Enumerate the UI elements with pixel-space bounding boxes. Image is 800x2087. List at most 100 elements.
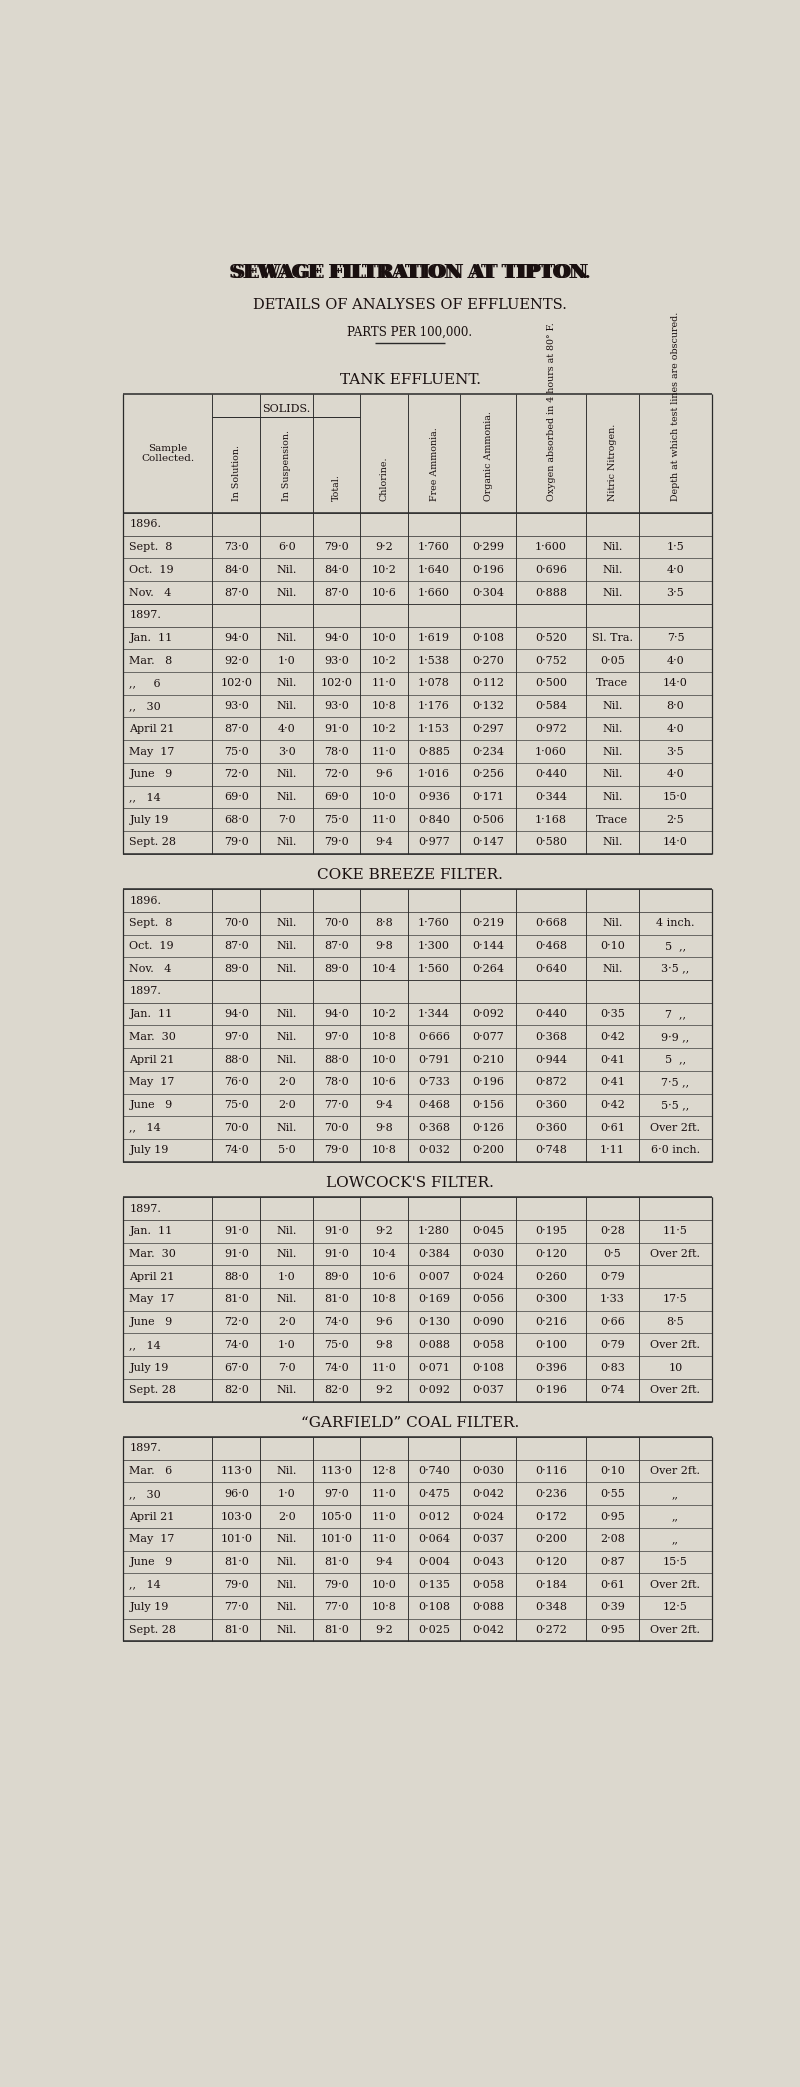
Text: 0·520: 0·520 [535, 632, 567, 643]
Text: April 21: April 21 [130, 724, 175, 735]
Text: 10·8: 10·8 [371, 1603, 396, 1613]
Text: July 19: July 19 [130, 1146, 169, 1156]
Text: 9·2: 9·2 [374, 543, 393, 553]
Text: 9·8: 9·8 [374, 1340, 393, 1350]
Text: 101·0: 101·0 [320, 1534, 352, 1544]
Text: Nil.: Nil. [277, 1534, 297, 1544]
Text: Nil.: Nil. [277, 1580, 297, 1590]
Text: 0·368: 0·368 [418, 1123, 450, 1133]
Text: Over 2ft.: Over 2ft. [650, 1465, 701, 1476]
Text: 0·79: 0·79 [600, 1271, 625, 1281]
Text: Over 2ft.: Over 2ft. [650, 1626, 701, 1634]
Text: Nov.   4: Nov. 4 [130, 589, 172, 597]
Text: 0·126: 0·126 [472, 1123, 504, 1133]
Text: 84·0: 84·0 [324, 566, 349, 574]
Text: 14·0: 14·0 [663, 837, 688, 847]
Text: 0·872: 0·872 [535, 1077, 567, 1087]
Text: 89·0: 89·0 [324, 1271, 349, 1281]
Text: ,,   14: ,, 14 [130, 1340, 161, 1350]
Text: 79·0: 79·0 [324, 1580, 349, 1590]
Text: Nil.: Nil. [277, 770, 297, 778]
Text: 0·108: 0·108 [472, 632, 504, 643]
Text: 0·384: 0·384 [418, 1248, 450, 1258]
Text: Oct.  19: Oct. 19 [130, 941, 174, 952]
Text: 12·5: 12·5 [663, 1603, 688, 1613]
Text: 69·0: 69·0 [224, 791, 249, 801]
Text: Nil.: Nil. [602, 918, 622, 929]
Text: 0·42: 0·42 [600, 1031, 625, 1041]
Text: ,,   14: ,, 14 [130, 1123, 161, 1133]
Text: 0·05: 0·05 [600, 655, 625, 666]
Text: 10·4: 10·4 [371, 964, 396, 975]
Text: 2·0: 2·0 [278, 1100, 296, 1110]
Text: 0·120: 0·120 [535, 1557, 567, 1567]
Text: Oxygen absorbed in 4 hours at 80° F.: Oxygen absorbed in 4 hours at 80° F. [546, 323, 555, 501]
Text: 102·0: 102·0 [320, 678, 352, 689]
Text: 0·752: 0·752 [535, 655, 567, 666]
Text: Jan.  11: Jan. 11 [130, 1010, 173, 1018]
Text: Nil.: Nil. [602, 964, 622, 975]
Text: 1897.: 1897. [130, 609, 162, 620]
Text: 0·024: 0·024 [472, 1511, 504, 1521]
Text: 9·2: 9·2 [374, 1626, 393, 1634]
Text: 94·0: 94·0 [224, 1010, 249, 1018]
Text: Mar.  30: Mar. 30 [130, 1031, 176, 1041]
Text: Nil.: Nil. [277, 1626, 297, 1634]
Text: 72·0: 72·0 [324, 770, 349, 778]
Text: 0·74: 0·74 [600, 1386, 625, 1396]
Text: 87·0: 87·0 [224, 589, 249, 597]
Text: 0·580: 0·580 [535, 837, 567, 847]
Text: 10·6: 10·6 [371, 1271, 396, 1281]
Text: 1·600: 1·600 [535, 543, 567, 553]
Text: 69·0: 69·0 [324, 791, 349, 801]
Text: 0·5: 0·5 [603, 1248, 621, 1258]
Text: 81·0: 81·0 [324, 1626, 349, 1634]
Text: April 21: April 21 [130, 1511, 175, 1521]
Text: May  17: May 17 [130, 1294, 175, 1304]
Text: 0·95: 0·95 [600, 1626, 625, 1634]
Text: 77·0: 77·0 [224, 1603, 249, 1613]
Text: 0·35: 0·35 [600, 1010, 625, 1018]
Text: 1·0: 1·0 [278, 1271, 296, 1281]
Text: Nil.: Nil. [277, 566, 297, 574]
Text: 0·740: 0·740 [418, 1465, 450, 1476]
Text: Trace: Trace [596, 814, 628, 824]
Text: 1·060: 1·060 [535, 747, 567, 755]
Text: 8·0: 8·0 [666, 701, 684, 712]
Text: 8·8: 8·8 [374, 918, 393, 929]
Text: Trace: Trace [596, 678, 628, 689]
Text: 9·8: 9·8 [374, 941, 393, 952]
Text: Jan.  11: Jan. 11 [130, 632, 173, 643]
Text: 5  ,,: 5 ,, [665, 941, 686, 952]
Text: Nil.: Nil. [277, 837, 297, 847]
Text: 74·0: 74·0 [224, 1146, 249, 1156]
Text: 1·300: 1·300 [418, 941, 450, 952]
Text: 5·0: 5·0 [278, 1146, 296, 1156]
Text: Nil.: Nil. [277, 589, 297, 597]
Text: 0·064: 0·064 [418, 1534, 450, 1544]
Text: 0·640: 0·640 [535, 964, 567, 975]
Text: 94·0: 94·0 [224, 632, 249, 643]
Text: 81·0: 81·0 [224, 1557, 249, 1567]
Text: Nil.: Nil. [277, 678, 297, 689]
Text: 0·360: 0·360 [535, 1123, 567, 1133]
Text: 10·8: 10·8 [371, 1146, 396, 1156]
Text: 0·030: 0·030 [472, 1248, 504, 1258]
Text: 0·195: 0·195 [535, 1227, 567, 1236]
Text: 0·666: 0·666 [418, 1031, 450, 1041]
Text: 1·660: 1·660 [418, 589, 450, 597]
Text: 0·10: 0·10 [600, 941, 625, 952]
Text: 12·8: 12·8 [371, 1465, 396, 1476]
Text: Sept. 28: Sept. 28 [130, 1626, 177, 1634]
Text: Nil.: Nil. [602, 589, 622, 597]
Text: 97·0: 97·0 [224, 1031, 249, 1041]
Text: 7·5 ,,: 7·5 ,, [662, 1077, 690, 1087]
Text: 11·0: 11·0 [371, 1534, 396, 1544]
Text: Mar.   8: Mar. 8 [130, 655, 173, 666]
Text: 8·5: 8·5 [666, 1317, 684, 1327]
Text: 1·560: 1·560 [418, 964, 450, 975]
Text: 2·0: 2·0 [278, 1511, 296, 1521]
Text: 1·5: 1·5 [666, 543, 684, 553]
Text: 0·132: 0·132 [472, 701, 504, 712]
Text: 72·0: 72·0 [224, 1317, 249, 1327]
